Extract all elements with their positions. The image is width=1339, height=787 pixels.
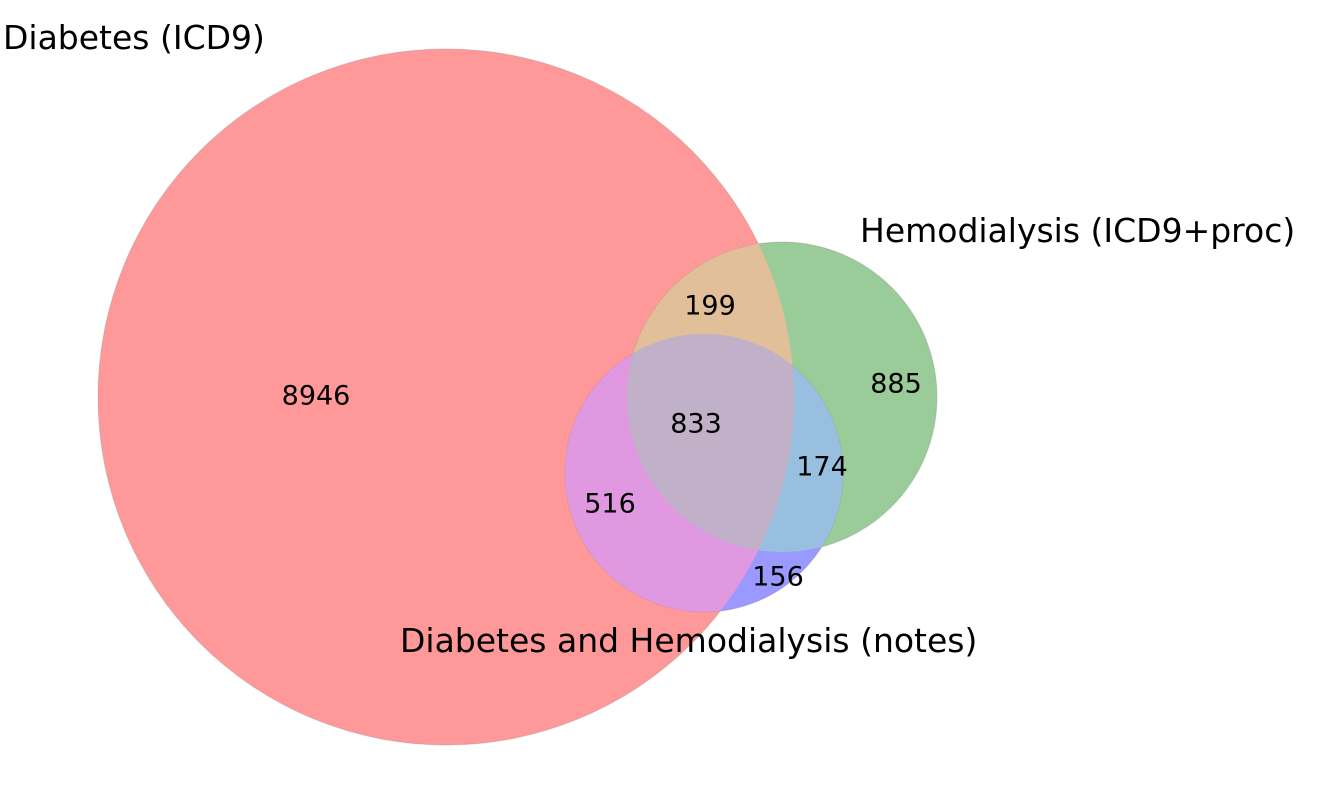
count-diabetes-only: 8946	[282, 381, 351, 412]
count-all-three: 833	[670, 409, 722, 440]
count-diabetes-and-notes: 516	[584, 489, 636, 520]
set-label-hemodialysis-icd9-proc: Hemodialysis (ICD9+proc)	[860, 211, 1295, 250]
count-notes-only: 156	[752, 562, 804, 593]
set-label-diabetes-hemodialysis-notes: Diabetes and Hemodialysis (notes)	[400, 621, 977, 660]
count-hemodialysis-icd9-and-notes: 174	[796, 452, 848, 483]
set-label-diabetes-icd9: Diabetes (ICD9)	[3, 18, 265, 57]
count-hemodialysis-icd9-only: 885	[870, 369, 922, 400]
count-diabetes-and-hemodialysis-icd9: 199	[684, 291, 736, 322]
